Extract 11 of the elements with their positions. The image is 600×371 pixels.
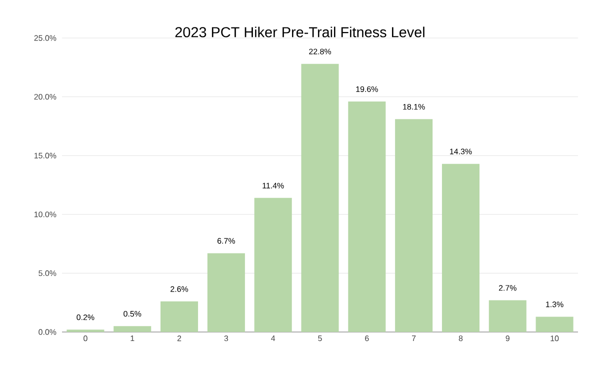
bar [301, 64, 339, 332]
bar [160, 301, 198, 332]
bar [207, 253, 245, 332]
bar [395, 119, 433, 332]
bar [348, 102, 386, 332]
bar [536, 316, 574, 332]
chart-title: 2023 PCT Hiker Pre-Trail Fitness Level [175, 26, 424, 38]
bar [114, 326, 152, 332]
bar [488, 300, 526, 332]
bar [254, 198, 292, 332]
bar [442, 164, 480, 332]
